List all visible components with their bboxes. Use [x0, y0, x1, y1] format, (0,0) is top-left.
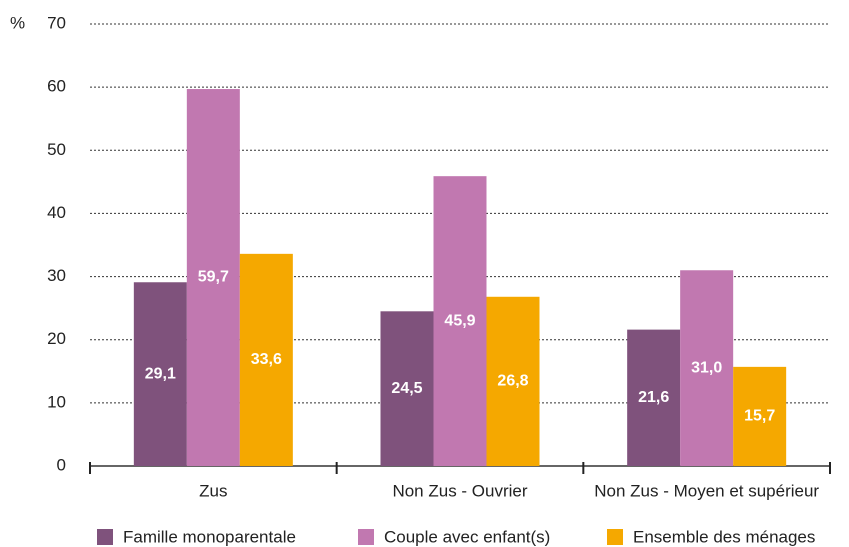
value-label: 45,9 — [444, 312, 475, 329]
value-label: 33,6 — [251, 351, 282, 368]
y-tick-label: 70 — [47, 13, 66, 32]
y-tick-label: 30 — [47, 266, 66, 285]
value-label: 21,6 — [638, 389, 669, 406]
bar — [133, 282, 187, 466]
value-label: 31,0 — [691, 359, 722, 376]
y-tick-label: 0 — [57, 455, 66, 474]
y-tick-label: 20 — [47, 329, 66, 348]
y-tick-label: 50 — [47, 140, 66, 159]
legend-label: Ensemble des ménages — [633, 527, 815, 546]
x-tick-label: Non Zus - Moyen et supérieur — [594, 481, 819, 500]
value-label: 15,7 — [744, 408, 775, 425]
y-tick-label: 10 — [47, 392, 66, 411]
bar — [627, 329, 681, 466]
bar — [239, 253, 293, 466]
bar — [733, 366, 787, 466]
y-tick-label: 60 — [47, 77, 66, 96]
legend-swatch — [358, 529, 374, 545]
bar — [433, 176, 487, 466]
bar — [680, 270, 734, 466]
y-axis-label: % — [10, 13, 25, 32]
legend-swatch — [607, 529, 623, 545]
bar — [380, 311, 434, 466]
bar — [186, 89, 240, 466]
bar — [486, 296, 540, 466]
value-label: 29,1 — [145, 365, 176, 382]
x-tick-label: Non Zus - Ouvrier — [392, 481, 527, 500]
value-label: 24,5 — [391, 380, 422, 397]
legend-label: Famille monoparentale — [123, 527, 296, 546]
value-label: 26,8 — [497, 373, 528, 390]
value-label: 59,7 — [198, 269, 229, 286]
legend-label: Couple avec enfant(s) — [384, 527, 550, 546]
y-tick-label: 40 — [47, 203, 66, 222]
x-tick-label: Zus — [199, 481, 227, 500]
legend-swatch — [97, 529, 113, 545]
